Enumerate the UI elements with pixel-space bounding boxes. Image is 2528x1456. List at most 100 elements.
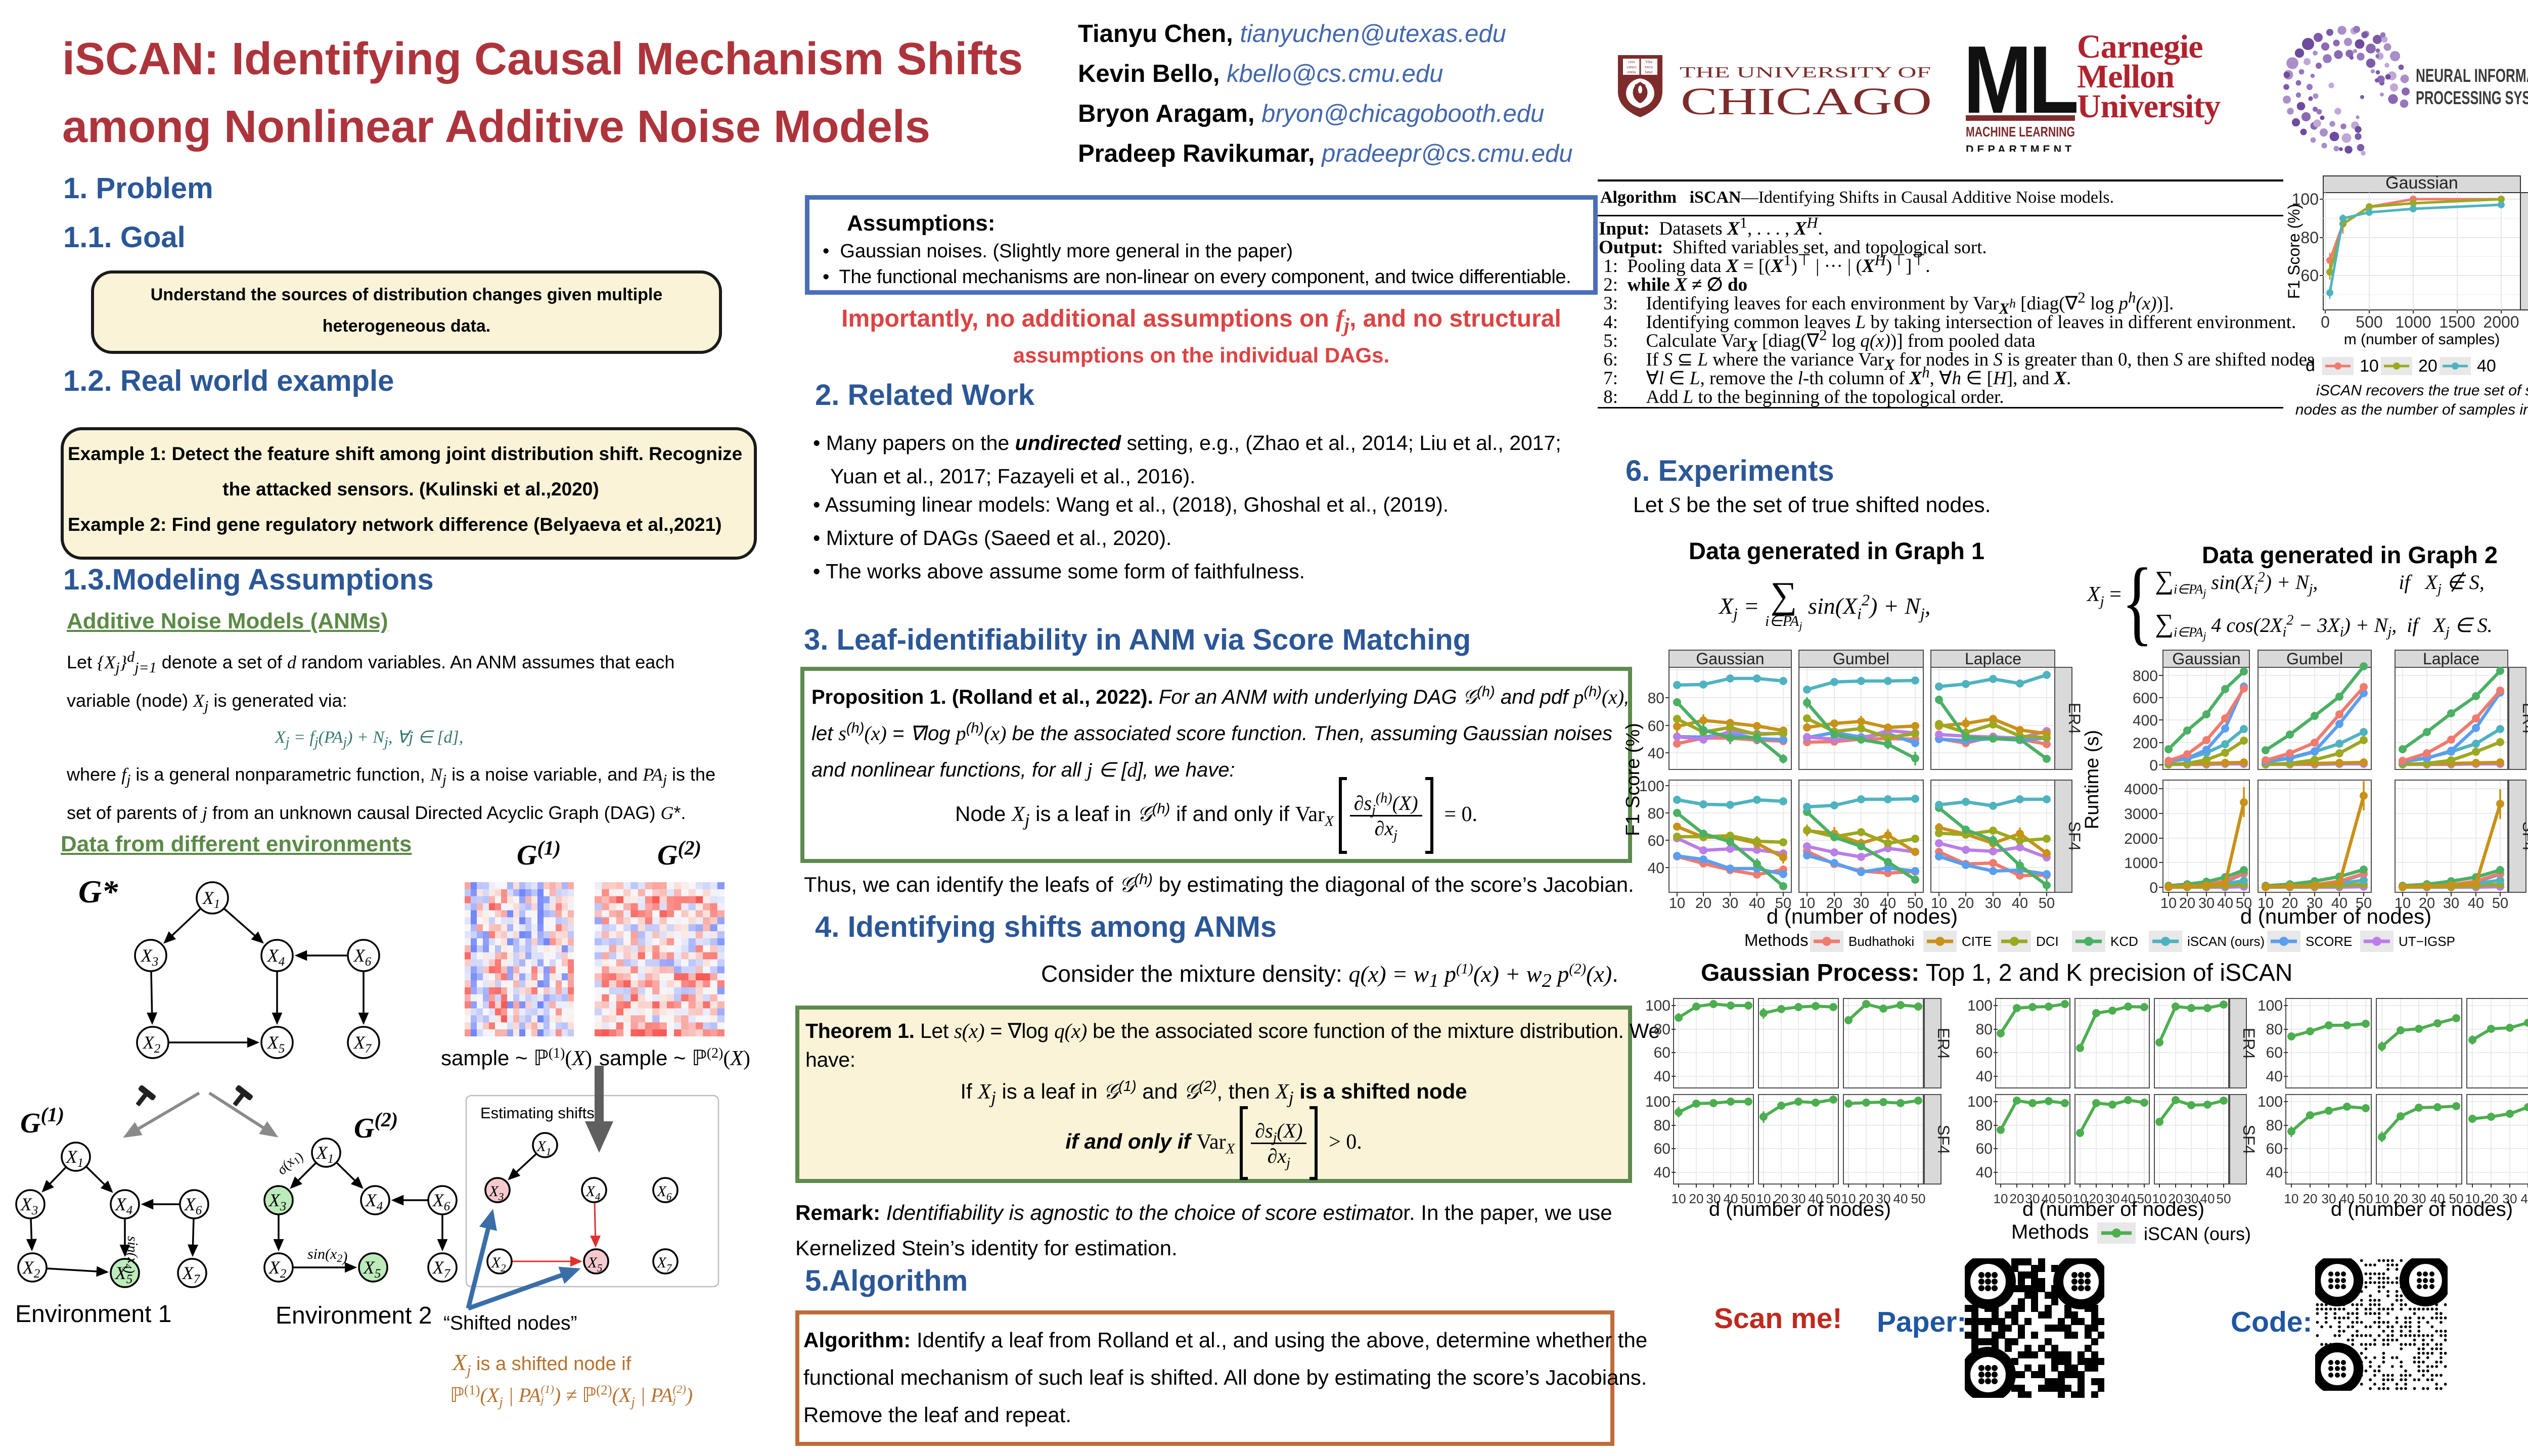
svg-text:Gumbel: Gumbel	[2286, 650, 2343, 668]
svg-text:d (number of nodes): d (number of nodes)	[2022, 1198, 2204, 1220]
svg-text:Runtime (s): Runtime (s)	[2082, 730, 2103, 829]
svg-text:d (number of nodes): d (number of nodes)	[1709, 1198, 1891, 1220]
svg-text:30: 30	[2198, 895, 2215, 912]
svg-text:DCI: DCI	[2036, 934, 2059, 949]
svg-text:40: 40	[2266, 1068, 2283, 1085]
svg-text:50: 50	[2356, 895, 2372, 912]
svg-text:60: 60	[2266, 1141, 2283, 1157]
svg-text:40: 40	[1749, 895, 1765, 912]
svg-text:600: 600	[2133, 690, 2158, 707]
svg-text:80: 80	[1648, 805, 1664, 822]
svg-text:cres: cres	[1628, 59, 1635, 64]
svg-text:50: 50	[2236, 895, 2252, 912]
svg-text:800: 800	[2133, 668, 2158, 685]
svg-text:20: 20	[2282, 895, 2298, 912]
svg-text:40: 40	[1724, 1191, 1738, 1206]
svg-text:80: 80	[1976, 1021, 1993, 1038]
svg-text:10: 10	[2360, 356, 2379, 376]
svg-text:40: 40	[2331, 895, 2348, 912]
svg-text:20: 20	[1958, 895, 1974, 912]
svg-text:20: 20	[2169, 1191, 2183, 1206]
svg-text:Estimating shifts: Estimating shifts	[480, 1104, 595, 1122]
svg-text:d (number of nodes): d (number of nodes)	[1767, 904, 1958, 928]
svg-text:Laplace: Laplace	[1965, 650, 2021, 668]
svg-text:10: 10	[1841, 1191, 1856, 1206]
svg-text:exco: exco	[1645, 64, 1653, 69]
svg-text:30: 30	[2412, 1191, 2426, 1206]
svg-text:Gaussian: Gaussian	[2385, 173, 2458, 193]
svg-text:10: 10	[2465, 1191, 2480, 1206]
svg-text:catsci: catsci	[1627, 64, 1637, 69]
svg-text:50: 50	[2359, 1191, 2373, 1206]
svg-text:30: 30	[1985, 895, 2001, 912]
svg-text:40: 40	[2430, 1191, 2445, 1206]
svg-text:100: 100	[2258, 1094, 2283, 1110]
svg-text:50: 50	[2449, 1191, 2464, 1206]
svg-text:1500: 1500	[2439, 313, 2475, 331]
svg-text:80: 80	[2266, 1021, 2283, 1038]
svg-text:100: 100	[1639, 778, 1664, 795]
svg-text:30: 30	[1722, 895, 1738, 912]
svg-text:Environment 2: Environment 2	[276, 1302, 432, 1329]
svg-text:40: 40	[1880, 895, 1896, 912]
svg-text:40: 40	[2121, 1191, 2136, 1206]
svg-text:50: 50	[1911, 1191, 1926, 1206]
svg-text:80: 80	[1648, 690, 1664, 707]
svg-text:Gaussian: Gaussian	[1696, 650, 1764, 668]
svg-text:80: 80	[2266, 1117, 2283, 1134]
svg-text:80: 80	[1976, 1117, 1993, 1134]
svg-text:CHICAGO: CHICAGO	[1681, 80, 1932, 119]
svg-text:10: 10	[2284, 1191, 2299, 1206]
svg-text:10: 10	[1669, 895, 1685, 912]
svg-text:d (number of nodes): d (number of nodes)	[2331, 1198, 2513, 1220]
svg-text:d: d	[2306, 356, 2315, 375]
svg-text:nodes as the number of samples: nodes as the number of samples increases…	[2295, 401, 2528, 418]
svg-text:ER4: ER4	[2065, 703, 2084, 734]
svg-text:40: 40	[2340, 1191, 2355, 1206]
svg-text:60: 60	[1648, 718, 1664, 735]
svg-text:iSCAN (ours): iSCAN (ours)	[2144, 1223, 2251, 1244]
svg-text:40: 40	[1654, 1068, 1671, 1085]
svg-text:50: 50	[1741, 1191, 1756, 1206]
svg-text:10: 10	[1672, 1191, 1686, 1206]
svg-text:10: 10	[2395, 895, 2411, 912]
svg-text:100: 100	[1645, 1094, 1671, 1110]
svg-text:60: 60	[1654, 1141, 1671, 1157]
svg-text:20: 20	[2089, 1191, 2104, 1206]
svg-text:0: 0	[2321, 313, 2330, 331]
svg-text:60: 60	[2266, 1044, 2283, 1061]
svg-text:X7: X7	[182, 1263, 201, 1286]
svg-text:500: 500	[2356, 313, 2382, 331]
svg-text:UT−IGSP: UT−IGSP	[2399, 934, 2455, 949]
svg-text:20: 20	[2418, 356, 2437, 376]
svg-text:Methods: Methods	[1744, 931, 1809, 949]
svg-text:20: 20	[2303, 1191, 2318, 1206]
svg-text:30: 30	[2322, 1191, 2336, 1206]
svg-text:40: 40	[1648, 745, 1664, 762]
svg-text:CITE: CITE	[1962, 934, 1992, 949]
svg-text:X3: X3	[20, 1194, 38, 1217]
svg-text:Vita: Vita	[1645, 59, 1652, 64]
svg-text:100: 100	[1967, 1094, 1993, 1110]
svg-text:1000: 1000	[2124, 855, 2158, 872]
svg-text:X4: X4	[114, 1194, 133, 1217]
svg-text:iSCAN (ours): iSCAN (ours)	[2187, 934, 2265, 949]
svg-text:Gaussian: Gaussian	[2172, 650, 2240, 668]
svg-text:60: 60	[1976, 1044, 1993, 1061]
svg-text:40: 40	[2042, 1191, 2056, 1206]
svg-text:50: 50	[1907, 895, 1923, 912]
svg-text:30: 30	[1853, 895, 1869, 912]
svg-text:4000: 4000	[2124, 781, 2158, 798]
svg-text:60: 60	[1648, 833, 1664, 849]
svg-text:60: 60	[2300, 266, 2319, 285]
svg-text:ER4: ER4	[2519, 703, 2528, 734]
svg-text:10: 10	[2375, 1191, 2389, 1206]
svg-text:20: 20	[1774, 1191, 1789, 1206]
svg-text:m (number of samples): m (number of samples)	[2344, 331, 2500, 348]
svg-text:10: 10	[1931, 895, 1947, 912]
svg-text:3000: 3000	[2124, 806, 2158, 823]
svg-text:30: 30	[2025, 1191, 2040, 1206]
svg-text:50: 50	[2039, 895, 2055, 912]
svg-text:10: 10	[1994, 1191, 2008, 1206]
svg-text:40: 40	[2477, 356, 2496, 376]
